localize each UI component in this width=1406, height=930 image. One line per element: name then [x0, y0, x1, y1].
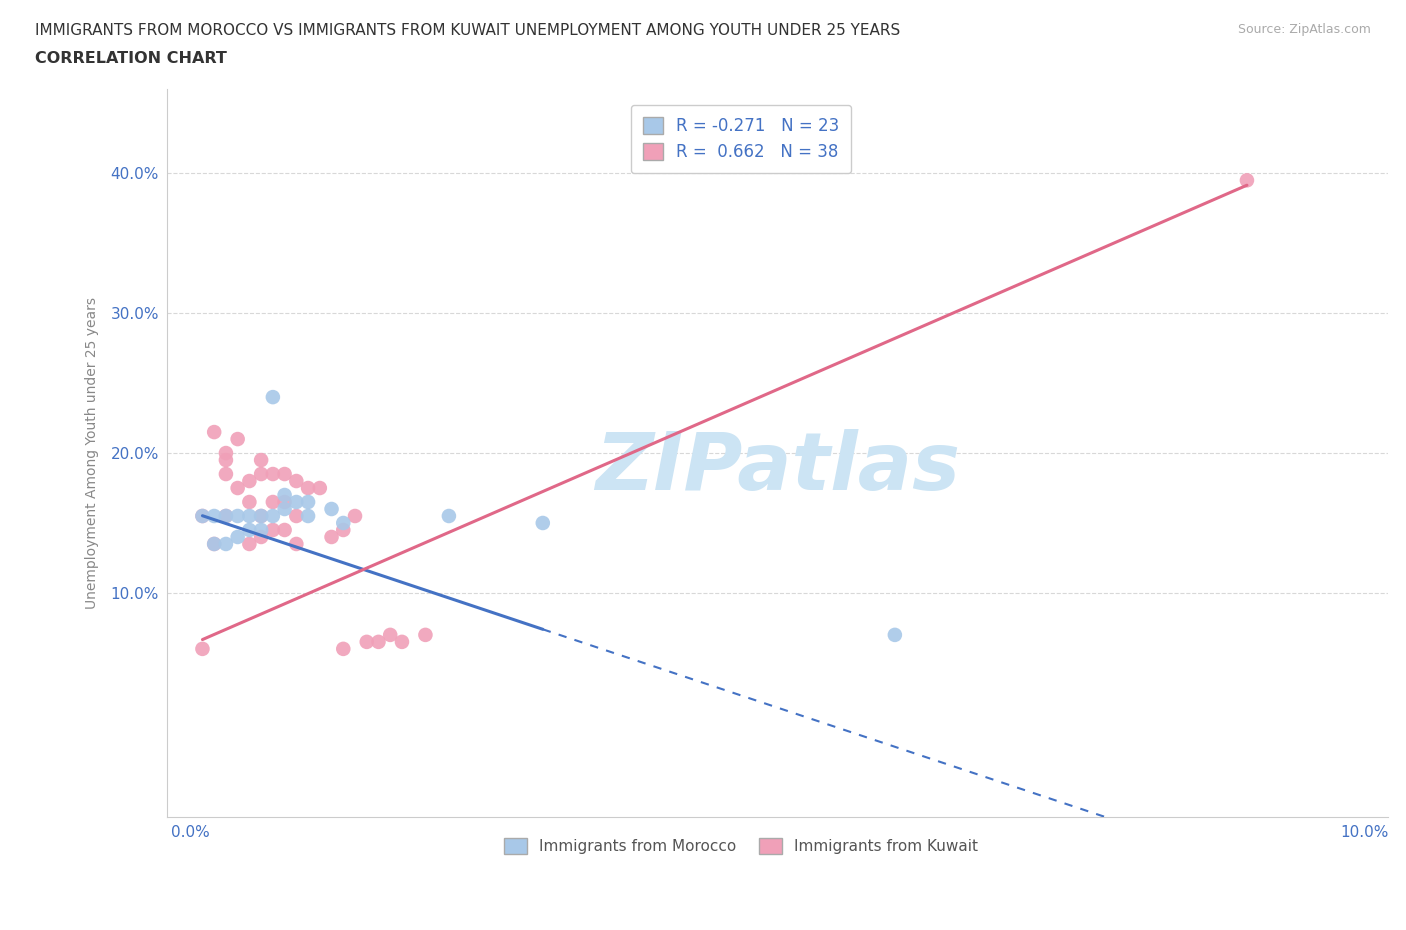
Point: [415, 628, 437, 643]
Point: [226, 432, 249, 446]
Point: [308, 481, 330, 496]
Point: [215, 509, 238, 524]
Point: [226, 509, 249, 524]
Point: [391, 634, 413, 649]
Point: [332, 515, 354, 530]
Point: [238, 495, 260, 510]
Point: [262, 523, 284, 538]
Point: [285, 495, 308, 510]
Point: [215, 537, 238, 551]
Point: [202, 509, 225, 524]
Point: [273, 501, 295, 516]
Point: [238, 509, 260, 524]
Point: [262, 495, 284, 510]
Point: [273, 523, 295, 538]
Point: [285, 473, 308, 488]
Point: [297, 481, 319, 496]
Point: [273, 495, 295, 510]
Point: [202, 425, 225, 440]
Point: [321, 529, 343, 544]
Point: [332, 642, 354, 657]
Point: [215, 445, 238, 460]
Point: [250, 529, 273, 544]
Point: [238, 523, 260, 538]
Point: [262, 467, 284, 482]
Point: [344, 509, 367, 524]
Point: [367, 634, 389, 649]
Point: [250, 467, 273, 482]
Point: [226, 481, 249, 496]
Y-axis label: Unemployment Among Youth under 25 years: Unemployment Among Youth under 25 years: [86, 297, 100, 609]
Point: [238, 473, 260, 488]
Point: [262, 509, 284, 524]
Text: CORRELATION CHART: CORRELATION CHART: [35, 51, 226, 66]
Point: [356, 634, 378, 649]
Point: [191, 509, 214, 524]
Point: [273, 487, 295, 502]
Point: [215, 509, 238, 524]
Point: [250, 453, 273, 468]
Text: IMMIGRANTS FROM MOROCCO VS IMMIGRANTS FROM KUWAIT UNEMPLOYMENT AMONG YOUTH UNDER: IMMIGRANTS FROM MOROCCO VS IMMIGRANTS FR…: [35, 23, 900, 38]
Point: [380, 628, 402, 643]
Point: [250, 523, 273, 538]
Point: [285, 537, 308, 551]
Point: [226, 529, 249, 544]
Point: [215, 453, 238, 468]
Point: [215, 467, 238, 482]
Point: [1236, 173, 1258, 188]
Point: [437, 509, 460, 524]
Point: [273, 467, 295, 482]
Text: ZIPatlas: ZIPatlas: [595, 429, 960, 507]
Legend: Immigrants from Morocco, Immigrants from Kuwait: Immigrants from Morocco, Immigrants from…: [498, 831, 984, 860]
Point: [191, 509, 214, 524]
Point: [332, 523, 354, 538]
Point: [191, 642, 214, 657]
Point: [202, 537, 225, 551]
Point: [250, 509, 273, 524]
Point: [285, 509, 308, 524]
Point: [297, 509, 319, 524]
Point: [250, 509, 273, 524]
Point: [262, 390, 284, 405]
Point: [883, 628, 905, 643]
Point: [321, 501, 343, 516]
Point: [297, 495, 319, 510]
Point: [202, 537, 225, 551]
Text: Source: ZipAtlas.com: Source: ZipAtlas.com: [1237, 23, 1371, 36]
Point: [238, 537, 260, 551]
Point: [531, 515, 554, 530]
